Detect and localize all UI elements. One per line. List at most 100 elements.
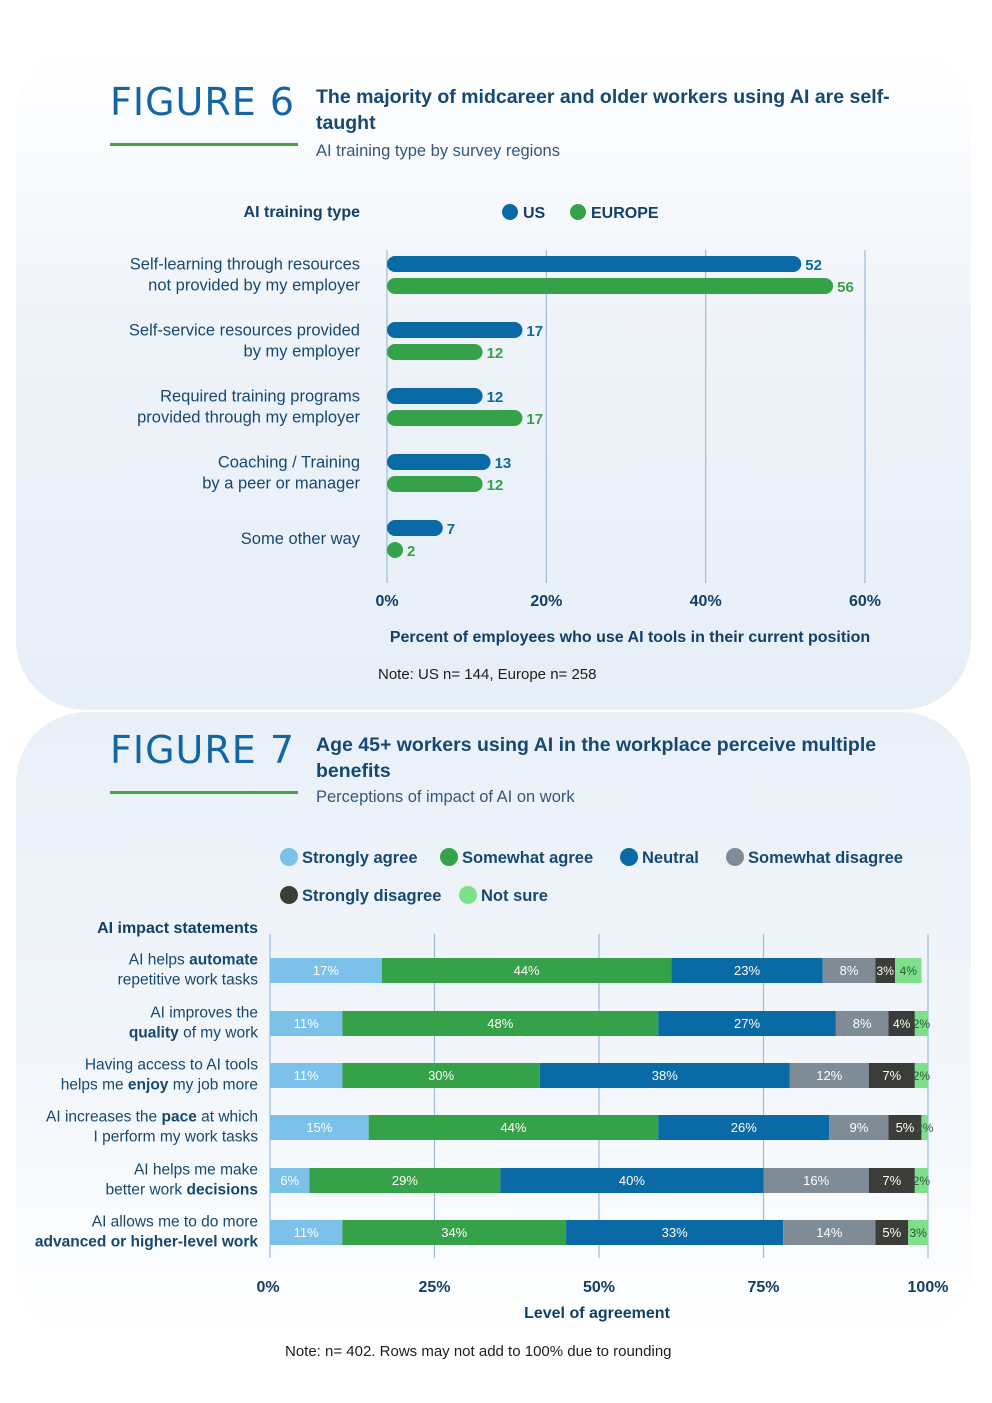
segment-neutral: [566, 1220, 784, 1245]
category-label: Self-service resources provided: [129, 322, 360, 340]
x-tick-label: 40%: [690, 593, 722, 610]
segment-neutral: [658, 1115, 830, 1140]
figure-7-note: Note: n= 402. Rows may not add to 100% d…: [285, 1343, 672, 1360]
segment-neutral: [500, 1168, 764, 1193]
bar-us: [387, 520, 443, 536]
category-label: Self-learning through resources: [130, 256, 360, 274]
legend-label: Strongly disagree: [302, 887, 441, 905]
figure-6-note: Note: US n= 144, Europe n= 258: [378, 666, 597, 683]
legend-label: EUROPE: [591, 205, 659, 222]
category-label: helps me enjoy my job more: [61, 1077, 258, 1094]
data-label: 17: [526, 323, 543, 340]
segment-somewhat-agree: [342, 1063, 540, 1088]
data-label: 12: [487, 389, 504, 406]
legend-label: US: [523, 205, 546, 222]
legend-label: Neutral: [642, 849, 699, 867]
category-label: provided through my employer: [137, 409, 360, 427]
bar-europe: [387, 542, 403, 558]
data-label: 27%: [734, 1016, 760, 1031]
legend-label: Somewhat disagree: [748, 849, 903, 867]
category-label: quality of my work: [129, 1025, 258, 1042]
data-label: 11%: [294, 1068, 319, 1083]
data-label: 7: [447, 521, 455, 538]
category-label: by a peer or manager: [202, 475, 360, 493]
category-label: advanced or higher-level work: [35, 1234, 258, 1251]
category-label: Some other way: [241, 530, 361, 548]
data-label: 4%: [893, 1017, 911, 1031]
x-tick-label: 0%: [375, 593, 398, 610]
figure-6-chart: 0% 20% 40% 60% AI training type US EUROPE Self-…: [129, 204, 881, 646]
segment-not-sure: [895, 958, 922, 983]
bar-europe: [387, 278, 834, 294]
figure-6-panel: [16, 46, 971, 710]
data-label: 2%: [916, 1121, 934, 1135]
segment-neutral: [671, 958, 823, 983]
data-label: 7%: [882, 1173, 901, 1188]
legend-label: Somewhat agree: [462, 849, 593, 867]
data-label: 33%: [662, 1225, 688, 1240]
segment-somewhat-disagree: [763, 1168, 869, 1193]
data-label: 23%: [734, 963, 760, 978]
category-label: AI allows me to do more: [92, 1214, 258, 1231]
bar-us: [387, 256, 802, 272]
x-tick-label: 0%: [256, 1279, 279, 1296]
legend-swatch: [280, 886, 298, 904]
legend-swatch: [726, 848, 744, 866]
data-label: 8%: [840, 963, 859, 978]
category-axis-title: AI impact statements: [97, 920, 258, 937]
figure-6-underline: [110, 143, 298, 146]
segment-not-sure: [914, 1168, 928, 1193]
legend-swatch: [459, 886, 477, 904]
data-label: 16%: [803, 1173, 829, 1188]
segment-strongly-disagree: [888, 1011, 915, 1036]
data-label: 3%: [877, 964, 895, 978]
data-label: 12%: [816, 1068, 842, 1083]
data-label: 12: [487, 477, 504, 494]
category-label: by my employer: [244, 343, 361, 361]
segment-neutral: [658, 1011, 836, 1036]
data-label: 13: [495, 455, 512, 472]
category-label: Having access to AI tools: [85, 1057, 258, 1074]
data-label: 11%: [294, 1016, 319, 1031]
figure-6-subtitle: AI training type by survey regions: [316, 142, 560, 160]
category-label: AI improves the: [150, 1005, 258, 1022]
data-label: 5%: [896, 1120, 915, 1135]
legend-label: Not sure: [481, 887, 548, 905]
segment-somewhat-disagree: [829, 1115, 889, 1140]
x-tick-label: 50%: [583, 1279, 615, 1296]
category-label: not provided by my employer: [148, 277, 360, 295]
data-label: 34%: [441, 1225, 467, 1240]
x-axis-title: Level of agreement: [524, 1305, 671, 1322]
category-label: AI helps me make: [134, 1162, 258, 1179]
x-tick-label: 20%: [530, 593, 562, 610]
data-label: 4%: [900, 964, 918, 978]
data-label: 2%: [913, 1017, 931, 1031]
data-label: 9%: [850, 1120, 869, 1135]
data-label: 30%: [428, 1068, 454, 1083]
bar-us: [387, 322, 523, 338]
segment-somewhat-disagree: [835, 1011, 889, 1036]
segment-somewhat-agree: [309, 1168, 501, 1193]
data-label: 52: [805, 257, 822, 274]
data-label: 2%: [913, 1069, 931, 1083]
segment-strongly-agree: [270, 958, 382, 983]
data-label: 44%: [500, 1120, 526, 1135]
bar-europe: [387, 476, 483, 492]
segment-strongly-agree: [270, 1115, 369, 1140]
bar-europe: [387, 410, 523, 426]
segment-not-sure: [921, 1115, 928, 1140]
category-axis-title: AI training type: [244, 204, 361, 221]
data-label: 40%: [619, 1173, 645, 1188]
segment-somewhat-disagree: [789, 1063, 869, 1088]
data-label: 17%: [313, 963, 339, 978]
legend-swatch: [502, 204, 518, 220]
category-label: repetitive work tasks: [118, 972, 259, 989]
data-label: 56: [837, 279, 854, 296]
segment-somewhat-disagree: [783, 1220, 876, 1245]
data-label: 5%: [882, 1225, 901, 1240]
figure-7-underline: [110, 791, 298, 794]
segment-strongly-agree: [270, 1063, 343, 1088]
segment-strongly-agree: [270, 1168, 310, 1193]
data-label: 48%: [487, 1016, 513, 1031]
